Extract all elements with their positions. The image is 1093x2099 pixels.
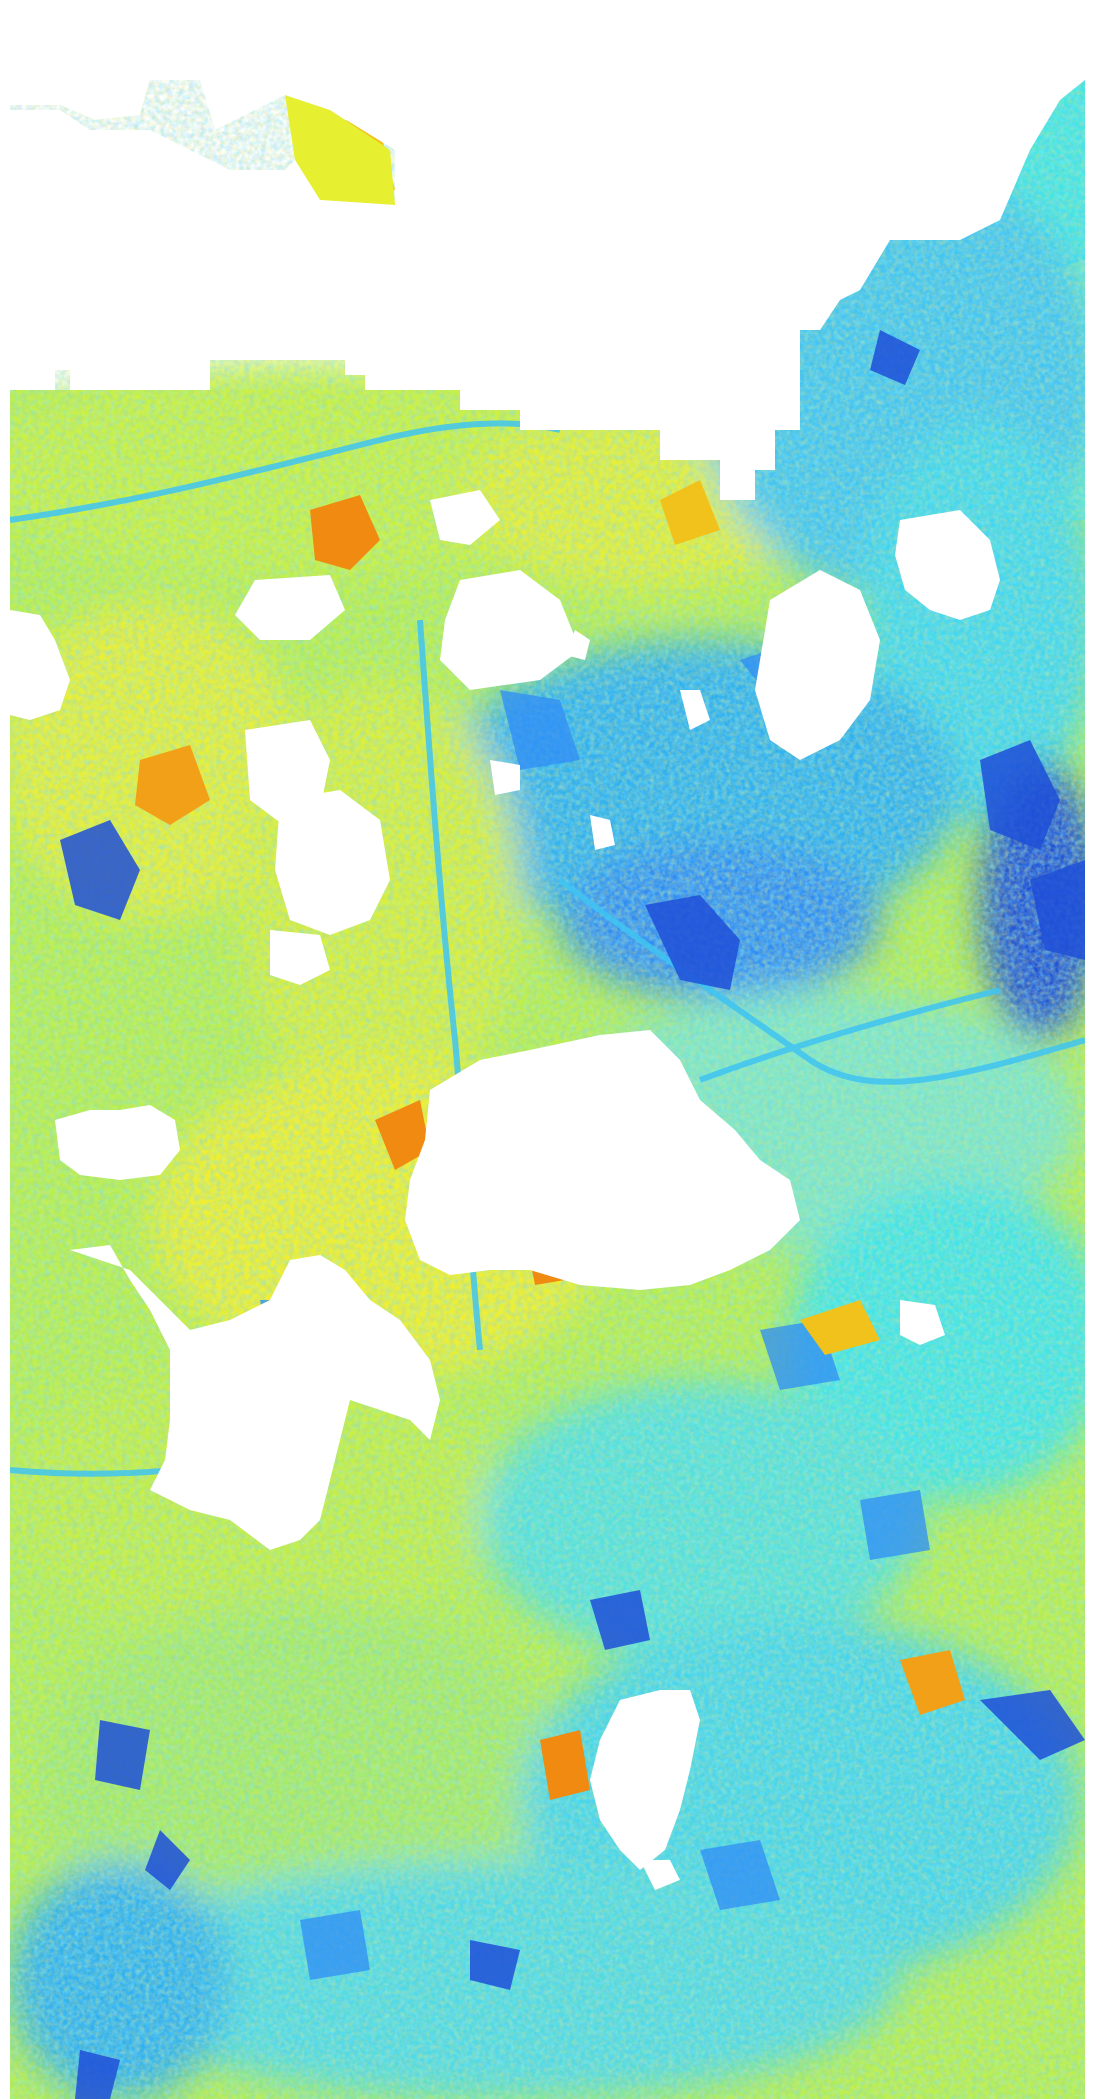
urban-core-blocks bbox=[60, 330, 1085, 2099]
